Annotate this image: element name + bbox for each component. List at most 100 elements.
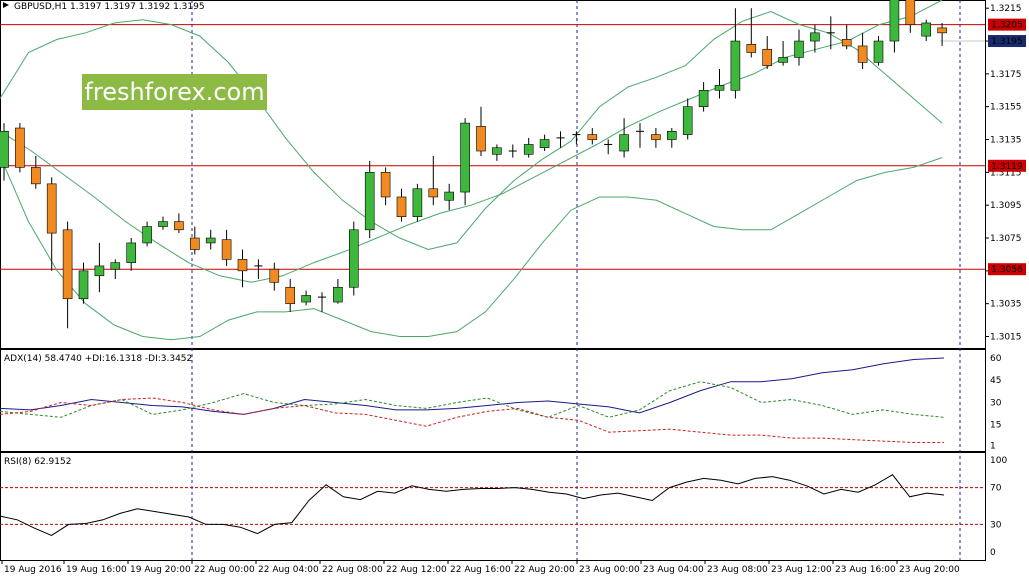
candle <box>318 292 326 312</box>
candle-body-bull <box>412 188 423 217</box>
candle <box>636 123 644 148</box>
candle <box>714 68 725 99</box>
adx-line <box>0 357 945 415</box>
candle-body-bear <box>380 172 391 198</box>
candle-body-bull <box>460 122 470 193</box>
current-price-box <box>988 35 1026 48</box>
candle-body-bear <box>221 239 232 260</box>
candle <box>237 249 248 288</box>
current-price-label: 1.3195 <box>991 37 1023 47</box>
candle <box>174 213 184 234</box>
candle-body-bear <box>428 188 439 198</box>
candle-body-bull <box>539 139 550 149</box>
candle-body-bear <box>476 126 486 152</box>
candle <box>508 144 517 158</box>
time-tick-label: 22 Aug 16:00 <box>450 565 511 575</box>
symbol-header: GBPUSD,H1 1.3197 1.3197 1.3192 1.3195 <box>14 2 205 12</box>
adx-tick-label: 60 <box>990 354 1002 364</box>
candle-body-bull <box>126 242 136 263</box>
candle-body-bear <box>937 27 947 34</box>
candle-body-bear <box>857 45 868 63</box>
candle-body-bull <box>889 0 900 42</box>
candle-body-bull <box>666 131 677 140</box>
candle <box>587 128 598 145</box>
candle <box>333 279 343 304</box>
candle <box>476 106 486 156</box>
level-price-box <box>988 159 1026 172</box>
time-tick-label: 22 Aug 04:00 <box>258 565 319 575</box>
candle <box>905 0 916 33</box>
candle <box>492 144 502 161</box>
level-price-label: 1.3119 <box>991 162 1023 172</box>
level-price-box <box>988 263 1026 276</box>
candle <box>651 128 661 148</box>
candle-body-bull <box>301 295 311 303</box>
candle-body-bear <box>46 183 57 234</box>
candle <box>158 216 168 230</box>
candle-body-bear <box>746 44 757 53</box>
time-tick-label: 23 Aug 04:00 <box>643 565 704 575</box>
candle <box>937 22 947 46</box>
candle <box>698 82 709 112</box>
time-tick-label: 23 Aug 08:00 <box>707 565 768 575</box>
candle <box>269 262 280 291</box>
candle-body-bear <box>396 196 407 217</box>
price-tick-label: 1.3115 <box>990 168 1022 178</box>
candle <box>190 226 200 255</box>
rsi-title: RSI(8) 62.9152 <box>4 457 71 467</box>
candle <box>285 279 296 312</box>
candle-body-bear <box>285 286 296 304</box>
candle <box>666 128 677 148</box>
candle <box>857 32 868 69</box>
candle-body-bear <box>237 259 248 272</box>
time-tick-label: 22 Aug 20:00 <box>514 565 575 575</box>
adx-title: ADX(14) 58.4740 +DI:16.1318 -DI:3.3452 <box>4 354 192 364</box>
candle-body-bull <box>714 85 725 91</box>
candle <box>539 134 550 152</box>
candle <box>556 131 565 148</box>
candle <box>682 98 693 140</box>
candle <box>94 242 105 293</box>
candle-body-bull <box>110 262 121 270</box>
candle <box>348 221 359 296</box>
main-panel-frame <box>0 0 986 349</box>
candle-body-bull <box>444 191 455 201</box>
adx-tick-label: 45 <box>990 376 1001 386</box>
candle <box>428 155 439 206</box>
candle-body-bear <box>269 268 280 283</box>
candle <box>619 118 629 158</box>
candle <box>301 290 311 306</box>
level-price-box <box>988 18 1026 31</box>
candle <box>78 262 89 304</box>
price-tick-label: 1.3215 <box>990 4 1022 14</box>
candle-body-bull <box>794 40 804 58</box>
candle <box>523 137 534 158</box>
time-tick-label: 22 Aug 12:00 <box>386 565 447 575</box>
candle <box>873 36 884 66</box>
candle <box>62 221 73 329</box>
candle-body-bull <box>94 265 105 277</box>
candle <box>0 123 9 181</box>
candle-body-bear <box>190 237 200 250</box>
adx-tick-label: 15 <box>990 421 1001 431</box>
price-tick-label: 1.3155 <box>990 103 1022 113</box>
candle <box>30 155 41 189</box>
bollinger-lower-band <box>0 155 943 341</box>
candle <box>889 0 900 53</box>
candle-body-bull <box>682 106 693 135</box>
rsi-tick-label: 0 <box>990 548 996 558</box>
candle-body-bear <box>905 0 916 25</box>
candle-body-bull <box>158 221 168 227</box>
adx-tick-label: 30 <box>990 398 1002 408</box>
rsi-line <box>0 474 945 536</box>
candle-body-bull <box>698 89 709 107</box>
rsi-tick-label: 100 <box>990 456 1007 466</box>
candle-body-bull <box>0 131 9 168</box>
price-tick-label: 1.3175 <box>990 70 1022 80</box>
candle <box>572 131 581 145</box>
candle <box>444 183 455 211</box>
level-price-label: 1.3205 <box>991 21 1023 31</box>
candle-body-bear <box>62 229 73 300</box>
candle <box>778 41 788 66</box>
